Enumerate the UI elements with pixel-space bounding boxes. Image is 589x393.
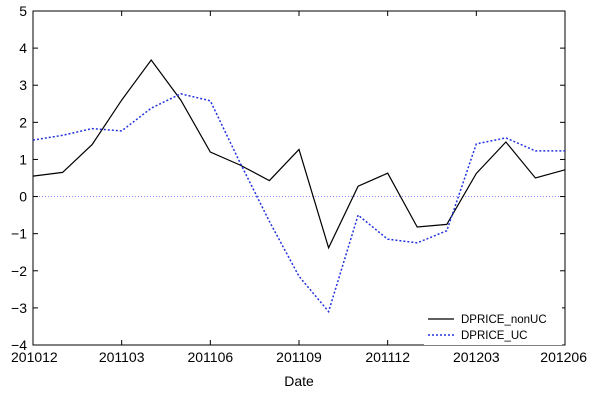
y-tick-label: 4	[19, 40, 27, 56]
y-tick-label: 1	[19, 151, 27, 167]
legend-label-dprice-nonuc: DPRICE_nonUC	[461, 314, 547, 326]
y-tick-label: 2	[19, 114, 27, 130]
y-tick-label: 5	[19, 3, 27, 19]
series-line-dprice-nonuc	[32, 58, 566, 250]
plot-frame	[32, 10, 566, 346]
x-tick-label: 201206	[540, 349, 587, 365]
x-tick-label: 201012	[11, 349, 58, 365]
x-tick-label: 201103	[99, 349, 145, 365]
x-tick-label: 201203	[453, 349, 500, 365]
x-axis: 201012 201103 201106 201109 201112 201203 2012…	[11, 11, 587, 365]
x-tick-label: 201109	[276, 349, 322, 365]
legend-box	[424, 307, 562, 345]
y-tick-label: 3	[19, 77, 27, 93]
plot-area: −4 −3 −2 −1 0 1 2 3 4 5 201012 201103 201106 201109 2…	[11, 3, 587, 365]
y-tick-label: −2	[11, 263, 27, 279]
y-tick-label: −4	[11, 337, 27, 353]
x-tick-label: 201112	[365, 349, 410, 365]
legend-label-dprice-uc: DPRICE_UC	[461, 330, 527, 342]
y-tick-label: −3	[11, 300, 27, 316]
series-layer	[32, 58, 566, 314]
legend: DPRICE_nonUC DPRICE_UC	[424, 307, 562, 345]
y-tick-label: 0	[19, 189, 27, 205]
y-tick-label: −1	[11, 226, 27, 242]
x-tick-label: 201106	[187, 349, 233, 365]
series-line-dprice-uc	[32, 93, 565, 314]
x-axis-title: Date	[284, 373, 314, 389]
y-axis: −4 −3 −2 −1 0 1 2 3 4 5	[11, 3, 565, 353]
